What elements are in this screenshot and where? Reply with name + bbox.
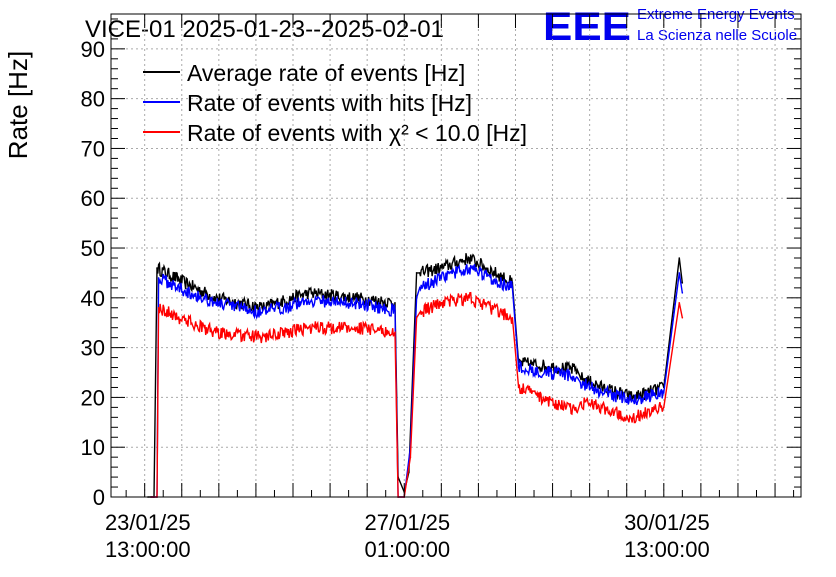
data-point: [354, 302, 356, 304]
data-point: [394, 302, 396, 304]
data-point: [517, 386, 520, 389]
data-point: [184, 282, 186, 284]
data-point: [440, 267, 443, 269]
data-point: [678, 272, 681, 274]
y-tick-label: 70: [81, 136, 105, 161]
y-tick-label: 40: [81, 286, 105, 311]
data-point: [681, 292, 684, 294]
grid: [111, 14, 801, 497]
data-point: [184, 289, 186, 292]
data-point: [184, 319, 186, 322]
legend-label-1: Rate of events with hits [Hz]: [187, 90, 472, 116]
x-tick-time: 13:00:00: [624, 537, 710, 562]
logo-mark: EEE: [543, 5, 631, 49]
data-point: [678, 302, 681, 304]
data-point: [261, 311, 263, 314]
data-point: [511, 287, 514, 289]
data-point: [440, 302, 443, 304]
data-point: [157, 306, 160, 309]
data-point: [261, 306, 263, 309]
plot-frame: [110, 13, 802, 498]
data-point: [576, 376, 579, 379]
data-point: [601, 406, 603, 409]
data-point: [663, 406, 665, 409]
data-point: [415, 272, 418, 274]
data-point: [632, 399, 634, 401]
data-point: [579, 381, 582, 384]
series-layer: [146, 253, 684, 498]
data-point: [394, 331, 396, 334]
x-tick-time: 01:00:00: [365, 537, 451, 562]
data-point: [632, 396, 634, 399]
data-point: [601, 391, 603, 394]
y-tick-label: 30: [81, 336, 105, 361]
y-tick-label: 10: [81, 435, 105, 460]
x-tick-date: 23/01/25: [105, 510, 191, 535]
data-point: [307, 292, 310, 294]
data-point: [418, 287, 421, 289]
data-point: [681, 316, 684, 319]
data-point: [468, 257, 470, 259]
data-point: [214, 297, 217, 299]
data-point: [517, 366, 520, 369]
data-point: [511, 316, 514, 319]
data-point: [409, 456, 412, 458]
legend-label-2: Rate of events with χ² < 10.0 [Hz]: [187, 120, 527, 146]
legend-label-0: Average rate of events [Hz]: [187, 60, 465, 86]
data-point: [307, 299, 310, 302]
series-line-1: [150, 264, 683, 498]
data-point: [418, 311, 421, 314]
data-point: [663, 391, 665, 394]
data-point: [468, 267, 470, 269]
y-tick-label: 20: [81, 385, 105, 410]
y-axis-label: Rate [Hz]: [3, 51, 33, 159]
logo-line-2: La Scienza nelle Scuole: [637, 27, 797, 44]
data-point: [261, 336, 263, 339]
data-point: [415, 297, 418, 299]
data-point: [307, 326, 310, 329]
x-tick-time: 13:00:00: [105, 537, 191, 562]
data-point: [354, 326, 356, 329]
data-point: [468, 297, 470, 299]
data-point: [576, 411, 579, 414]
chart-title: VICE-01 2025-01-23--2025-02-01: [85, 16, 444, 43]
data-point: [579, 376, 582, 379]
data-point: [418, 272, 421, 274]
data-point: [415, 316, 418, 319]
y-tick-label: 50: [81, 236, 105, 261]
axes: 010203040506070809023/01/2513:00:0027/01…: [81, 14, 801, 562]
data-point: [214, 331, 217, 334]
data-point: [601, 386, 603, 389]
y-tick-label: 0: [93, 485, 105, 510]
data-point: [214, 302, 217, 304]
data-point: [678, 257, 681, 259]
data-point: [576, 369, 579, 371]
data-point: [632, 416, 634, 419]
y-tick-label: 90: [81, 37, 105, 62]
data-point: [156, 267, 158, 269]
eee-logo: EEE Extreme Energy Events La Scienza nel…: [543, 5, 797, 49]
data-point: [440, 277, 443, 279]
x-tick-date: 27/01/25: [365, 510, 451, 535]
x-tick-date: 30/01/25: [624, 510, 710, 535]
y-tick-label: 60: [81, 186, 105, 211]
data-point: [681, 282, 684, 284]
data-point: [579, 401, 582, 404]
data-point: [354, 297, 356, 299]
series-line-2: [150, 291, 683, 498]
data-point: [394, 309, 396, 312]
data-point: [157, 277, 160, 279]
legend: Average rate of events [Hz] Rate of event…: [143, 60, 527, 146]
y-tick-label: 80: [81, 87, 105, 112]
